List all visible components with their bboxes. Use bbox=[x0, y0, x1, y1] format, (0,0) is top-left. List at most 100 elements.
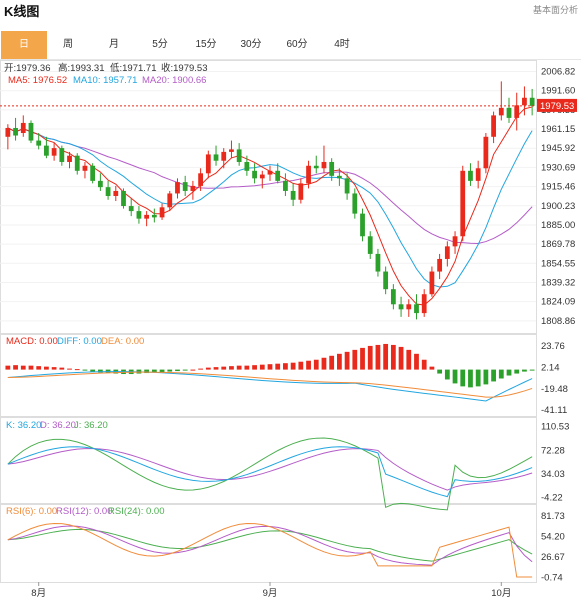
tab-0[interactable]: 日 bbox=[1, 31, 47, 59]
macd-bar bbox=[28, 365, 34, 370]
high-label: 高:1993.31 bbox=[58, 62, 104, 74]
macd-bar bbox=[67, 368, 72, 370]
macd-bar bbox=[306, 360, 311, 370]
macd-bar bbox=[329, 355, 335, 370]
rsi6-line bbox=[7, 522, 533, 578]
ma10-line bbox=[7, 127, 533, 288]
candle-body bbox=[313, 165, 319, 169]
candle-body bbox=[159, 207, 165, 218]
fundamental-analysis-link[interactable]: 基本面分析 bbox=[532, 5, 578, 15]
macd-bar bbox=[275, 363, 281, 370]
macd-bar bbox=[337, 353, 342, 370]
candle-body bbox=[267, 170, 273, 175]
candle-body bbox=[337, 175, 342, 179]
tab-2[interactable]: 月 bbox=[109, 39, 119, 50]
candle-body bbox=[390, 289, 396, 305]
kdj-y-tick: 110.53 bbox=[541, 422, 569, 433]
close-label: 收:1979.53 bbox=[161, 62, 207, 74]
rsi12-line bbox=[7, 525, 533, 566]
y-tick-label: 1945.92 bbox=[541, 143, 575, 154]
candle-body bbox=[444, 246, 450, 259]
macd-bar bbox=[20, 365, 26, 370]
candle-body bbox=[475, 168, 481, 181]
candle-body bbox=[522, 97, 527, 106]
tab-7[interactable]: 4时 bbox=[334, 39, 350, 50]
panel-frame bbox=[0, 60, 537, 334]
rsi6-label: RSI(6): 0.00 bbox=[6, 506, 57, 517]
candle-body bbox=[452, 236, 458, 247]
candle-body bbox=[290, 190, 296, 200]
d-label: D: 36.20 bbox=[40, 420, 76, 431]
macd-bar bbox=[367, 345, 373, 370]
macd-bar bbox=[483, 369, 489, 385]
candle-body bbox=[360, 213, 365, 237]
candle-body bbox=[244, 161, 250, 171]
macd-bar bbox=[460, 369, 466, 387]
tab-5[interactable]: 30分 bbox=[240, 39, 262, 50]
macd-bar bbox=[506, 369, 512, 376]
candle-body bbox=[514, 105, 520, 118]
chart-header: K线图 基本面分析 bbox=[0, 0, 581, 19]
candle-body bbox=[529, 97, 535, 106]
candle-body bbox=[144, 214, 150, 219]
k-label: K: 36.20 bbox=[6, 420, 41, 431]
macd-bar bbox=[344, 351, 350, 370]
kdj-y-tick: 34.03 bbox=[541, 469, 565, 480]
panel-frame bbox=[0, 334, 537, 417]
current-price-tag bbox=[537, 98, 577, 112]
kdj-y-tick: 72.28 bbox=[541, 445, 565, 456]
candle-body bbox=[67, 155, 72, 162]
macd-label: MACD: 0.00 bbox=[6, 336, 58, 347]
diff-line bbox=[7, 371, 533, 402]
candle-body bbox=[121, 190, 126, 207]
candle-body bbox=[82, 165, 88, 171]
tab-1[interactable]: 周 bbox=[63, 39, 73, 50]
tab-3[interactable]: 5分 bbox=[152, 39, 168, 50]
period-tabs: 日 周 月 5分 15分 30分 60分 4时 bbox=[0, 31, 581, 60]
macd-bar bbox=[167, 369, 173, 372]
tab-4[interactable]: 15分 bbox=[195, 39, 217, 50]
panel-frame bbox=[0, 504, 537, 583]
macd-bar bbox=[267, 364, 273, 370]
rsi24-line bbox=[7, 528, 533, 562]
macd-bar bbox=[213, 367, 219, 370]
candle-body bbox=[229, 149, 234, 152]
candle-body bbox=[167, 193, 173, 208]
macd-bar bbox=[429, 366, 435, 370]
x-tick-label: 9月 bbox=[263, 588, 278, 599]
macd-bar bbox=[375, 344, 381, 370]
kdj-y-tick: -4.22 bbox=[541, 493, 563, 504]
macd-bar bbox=[97, 369, 103, 373]
macd-bar bbox=[491, 369, 496, 382]
candle-body bbox=[298, 183, 304, 200]
candle-body bbox=[367, 236, 373, 254]
macd-bar bbox=[190, 369, 196, 371]
k-line bbox=[7, 446, 533, 498]
x-tick-label: 8月 bbox=[31, 588, 46, 599]
candle-body bbox=[198, 173, 203, 186]
candle-body bbox=[460, 170, 466, 237]
macd-bar bbox=[437, 369, 443, 374]
macd-bar bbox=[5, 365, 11, 370]
candle-body bbox=[498, 107, 504, 116]
macd-bar bbox=[159, 369, 165, 373]
candle-body bbox=[182, 182, 188, 191]
panel-frame bbox=[0, 417, 537, 504]
macd-bar bbox=[259, 364, 265, 370]
macd-bar bbox=[229, 366, 234, 370]
candle-body bbox=[28, 122, 34, 141]
macd-bar bbox=[252, 365, 257, 370]
ma20-line bbox=[7, 127, 533, 245]
tab-6[interactable]: 60分 bbox=[286, 39, 308, 50]
candle-body bbox=[205, 154, 211, 174]
candle-body bbox=[429, 271, 435, 295]
candle-body bbox=[44, 145, 49, 156]
macd-bar bbox=[313, 359, 319, 370]
dea-label: DEA: 0.00 bbox=[101, 336, 144, 347]
candle-body bbox=[414, 304, 419, 314]
macd-bar bbox=[498, 369, 504, 379]
y-tick-label: 1961.15 bbox=[541, 124, 575, 135]
macd-bar bbox=[198, 368, 203, 370]
macd-bar bbox=[283, 363, 288, 370]
y-tick-label: 1839.32 bbox=[541, 277, 575, 288]
